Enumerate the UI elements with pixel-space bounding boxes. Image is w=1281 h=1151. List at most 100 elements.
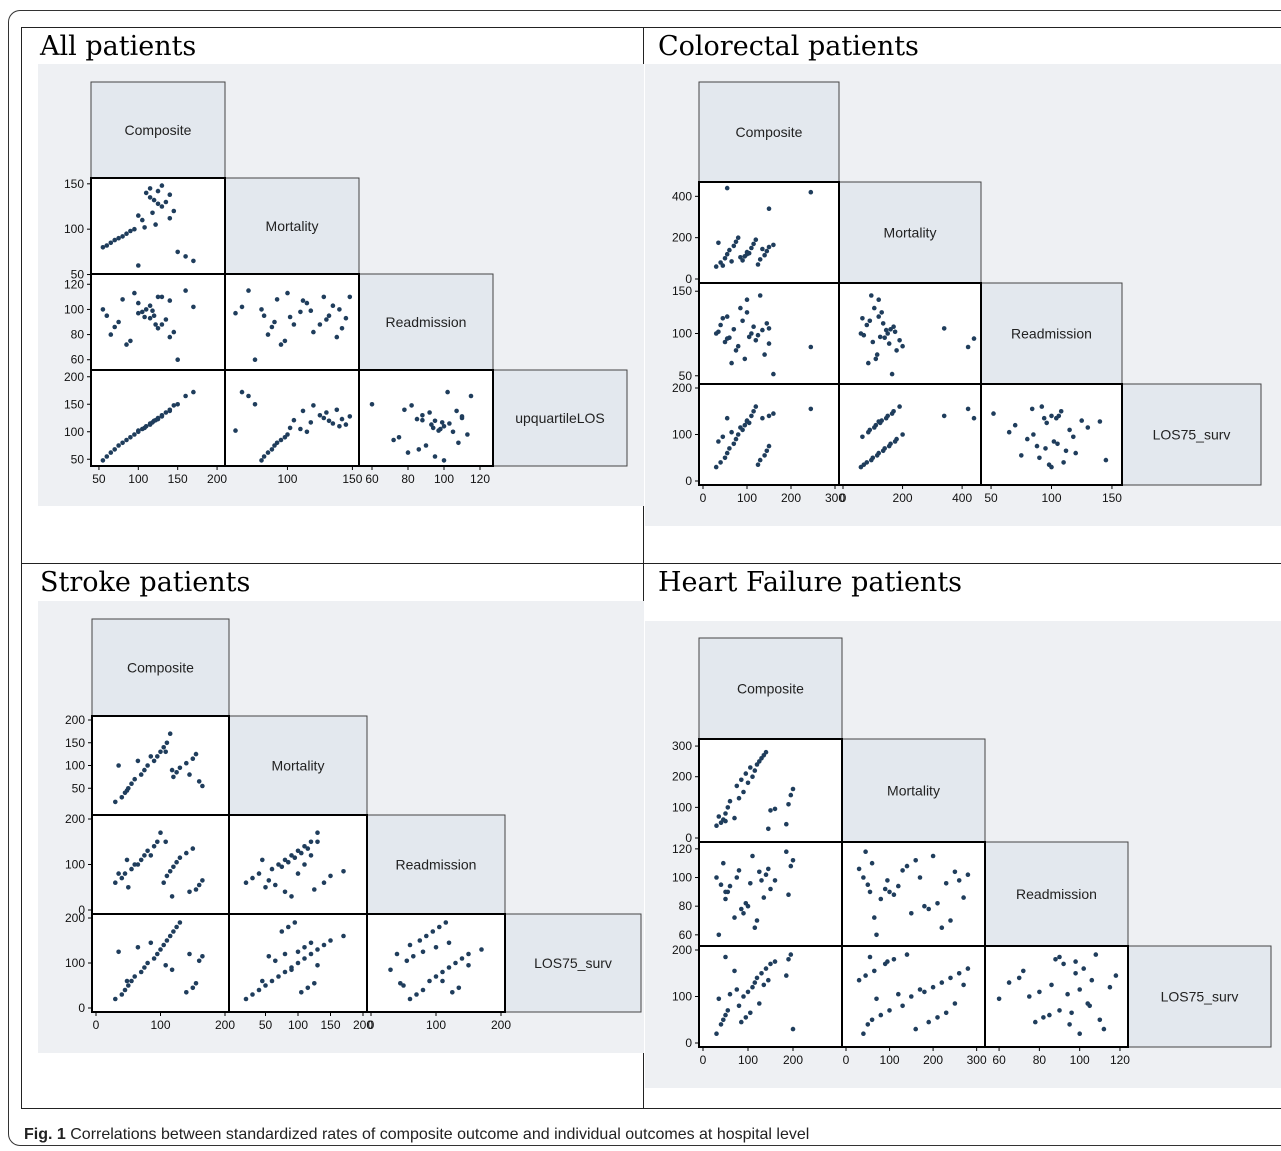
data-point bbox=[312, 887, 317, 892]
data-point bbox=[317, 413, 323, 418]
data-point bbox=[447, 421, 452, 426]
data-point bbox=[1046, 462, 1052, 468]
data-point bbox=[184, 990, 189, 995]
scatter-cell bbox=[698, 841, 843, 947]
y-tick-label: 100 bbox=[672, 800, 692, 814]
data-point bbox=[132, 290, 137, 296]
data-point bbox=[175, 249, 180, 255]
data-point bbox=[164, 873, 170, 879]
data-point bbox=[104, 454, 110, 459]
y-tick-label: 100 bbox=[672, 428, 692, 442]
data-point bbox=[867, 318, 873, 324]
data-point bbox=[755, 262, 761, 267]
data-point bbox=[900, 868, 905, 873]
data-point bbox=[930, 853, 936, 859]
data-point bbox=[1073, 450, 1078, 456]
data-point bbox=[1039, 404, 1045, 409]
diagonal-cell bbox=[91, 618, 230, 717]
x-tick-label: 200 bbox=[353, 1018, 373, 1032]
data-point bbox=[752, 980, 758, 985]
data-point bbox=[713, 264, 719, 269]
data-point bbox=[261, 313, 267, 318]
data-point bbox=[716, 932, 722, 938]
data-point bbox=[1044, 420, 1049, 426]
y-tick-label: 100 bbox=[65, 858, 85, 872]
diagonal-cell bbox=[980, 282, 1123, 385]
data-point bbox=[733, 436, 739, 442]
data-point bbox=[869, 1017, 875, 1023]
data-point bbox=[757, 257, 763, 262]
data-point bbox=[135, 862, 141, 867]
data-point bbox=[889, 411, 895, 416]
data-point bbox=[763, 966, 769, 971]
data-point bbox=[766, 341, 772, 346]
data-point bbox=[190, 985, 196, 991]
grid-divider-horizontal bbox=[21, 563, 1281, 564]
data-point bbox=[766, 244, 772, 250]
data-point bbox=[113, 996, 118, 1002]
data-point bbox=[904, 952, 910, 957]
data-point bbox=[768, 961, 773, 967]
x-tick-label: 0 bbox=[368, 1018, 375, 1032]
data-point bbox=[880, 448, 886, 454]
data-point bbox=[867, 954, 873, 960]
data-point bbox=[762, 352, 767, 357]
data-point bbox=[147, 315, 153, 321]
data-point bbox=[766, 977, 771, 983]
data-point bbox=[175, 402, 180, 407]
x-tick-label: 80 bbox=[1033, 1053, 1047, 1067]
data-point bbox=[167, 298, 173, 303]
data-point bbox=[763, 872, 769, 877]
data-point bbox=[725, 1008, 731, 1013]
scatter-cell bbox=[698, 945, 843, 1048]
data-point bbox=[883, 415, 889, 421]
data-point bbox=[891, 324, 896, 330]
data-point bbox=[295, 848, 301, 854]
data-point bbox=[867, 889, 873, 895]
data-point bbox=[742, 356, 748, 362]
panel-title-stroke: Stroke patients bbox=[40, 567, 251, 598]
data-point bbox=[739, 777, 744, 783]
data-point bbox=[766, 443, 772, 449]
data-point bbox=[741, 789, 746, 795]
data-point bbox=[276, 862, 281, 867]
data-point bbox=[750, 774, 755, 779]
data-point bbox=[784, 849, 789, 854]
data-point bbox=[1067, 427, 1072, 433]
data-point bbox=[436, 428, 441, 433]
data-point bbox=[745, 780, 751, 786]
data-point bbox=[171, 864, 176, 870]
data-point bbox=[432, 418, 438, 424]
data-point bbox=[183, 254, 188, 259]
data-point bbox=[808, 344, 814, 350]
data-point bbox=[731, 243, 737, 249]
data-point bbox=[175, 357, 180, 363]
data-point bbox=[445, 389, 450, 395]
data-point bbox=[892, 329, 898, 335]
data-point bbox=[147, 186, 153, 191]
data-point bbox=[302, 945, 307, 950]
data-point bbox=[1041, 415, 1047, 421]
data-point bbox=[161, 942, 166, 948]
data-point bbox=[909, 911, 914, 916]
scatter-matrix-colorectal: Composite Mortality Readmission LOS75_surv 0… bbox=[645, 64, 1281, 526]
data-point bbox=[308, 853, 314, 858]
data-point bbox=[142, 965, 147, 970]
data-point bbox=[753, 237, 759, 242]
data-point bbox=[100, 245, 106, 250]
data-point bbox=[305, 985, 311, 991]
y-tick-label: 150 bbox=[64, 177, 84, 191]
data-point bbox=[1065, 991, 1070, 997]
data-point bbox=[119, 992, 125, 997]
data-point bbox=[1037, 989, 1042, 995]
data-point bbox=[731, 441, 737, 447]
data-point bbox=[1073, 959, 1078, 964]
data-point bbox=[724, 450, 730, 456]
scatter-cell bbox=[90, 177, 226, 275]
data-point bbox=[900, 1003, 905, 1009]
data-point bbox=[282, 969, 288, 975]
data-point bbox=[169, 894, 175, 899]
data-point bbox=[1021, 968, 1026, 974]
data-point bbox=[714, 875, 719, 880]
data-point bbox=[1029, 406, 1035, 412]
